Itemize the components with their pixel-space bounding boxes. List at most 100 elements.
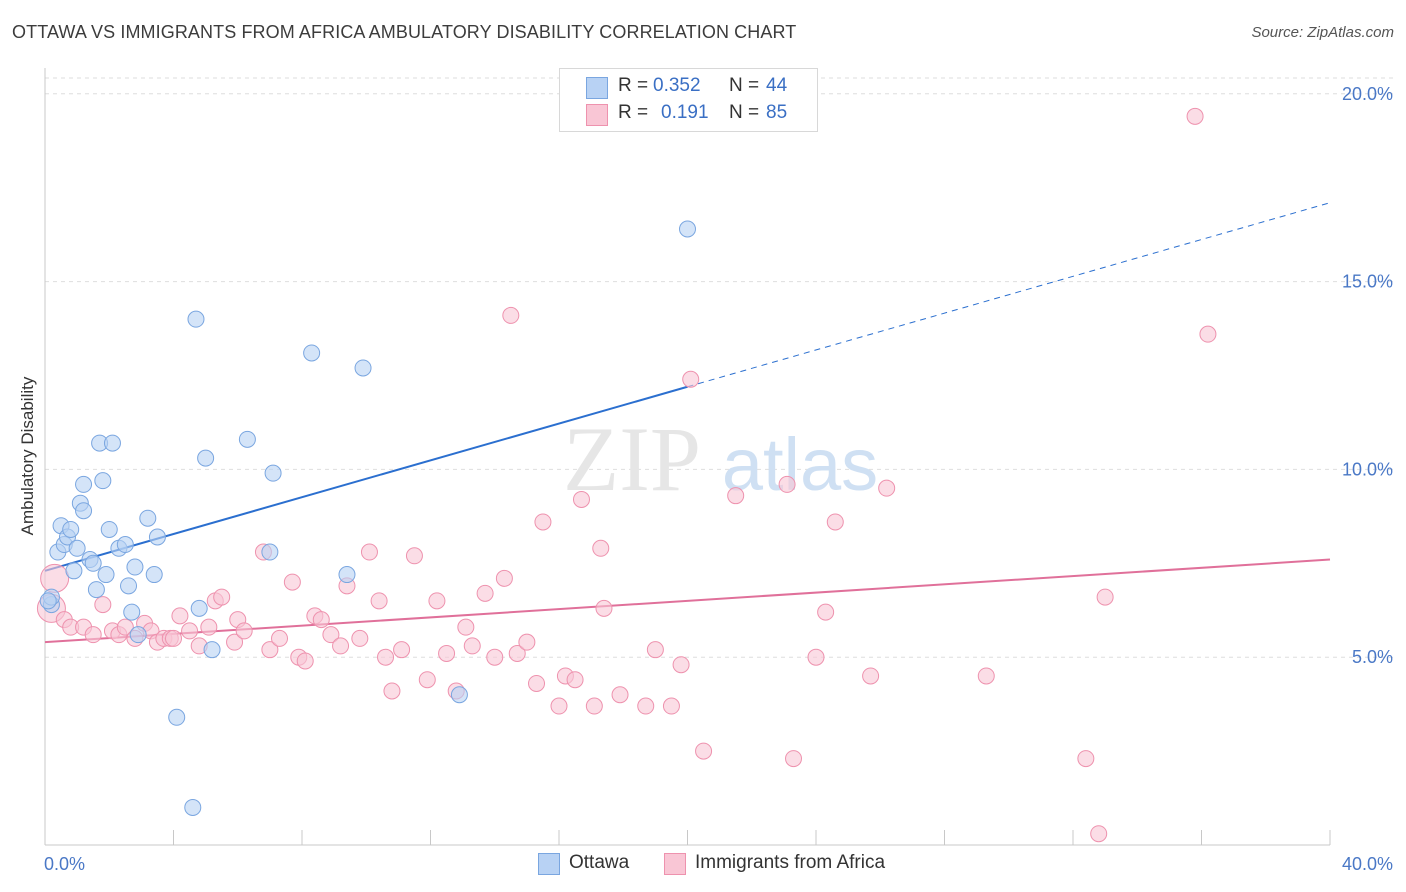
ottawa-point — [94, 472, 112, 490]
africa-point — [566, 671, 584, 689]
africa-point — [1186, 107, 1204, 125]
ottawa-point — [238, 430, 256, 448]
ottawa-point — [84, 554, 102, 572]
africa-point — [428, 592, 446, 610]
africa-point — [405, 547, 423, 565]
africa-point — [165, 629, 182, 647]
africa-point — [370, 592, 388, 610]
africa-point — [235, 622, 253, 640]
source-label: Source: ZipAtlas.com — [1251, 24, 1394, 41]
ottawa-point — [184, 798, 202, 816]
africa-point — [508, 644, 526, 662]
africa-point — [351, 629, 369, 647]
africa-swatch — [586, 104, 608, 126]
africa-point — [862, 667, 880, 685]
y-tick-label: 15.0% — [1342, 272, 1393, 292]
africa-point — [457, 618, 475, 636]
legend-n-label: N = — [729, 75, 760, 96]
legend-n-value: 44 — [766, 75, 788, 96]
legend-r-value: 0.191 — [661, 102, 709, 123]
ottawa-point — [203, 641, 221, 659]
africa-point — [502, 306, 520, 324]
africa-point — [495, 569, 513, 587]
africa-point — [171, 607, 189, 625]
ottawa-point — [129, 626, 147, 644]
ottawa-point — [450, 686, 468, 704]
africa-point — [826, 513, 844, 531]
data-points — [36, 107, 1217, 843]
y-tick-label: 20.0% — [1342, 84, 1393, 104]
ottawa-point — [103, 434, 121, 452]
ottawa-point — [68, 539, 86, 557]
africa-point — [662, 697, 680, 715]
ottawa-point — [75, 475, 93, 493]
africa-point — [637, 697, 655, 715]
ottawa-point — [264, 464, 282, 482]
africa-swatch — [664, 853, 686, 875]
africa-point — [646, 641, 664, 659]
africa-point — [611, 686, 629, 704]
africa-point — [181, 622, 199, 640]
ottawa-point — [65, 562, 83, 580]
africa-point — [817, 603, 835, 621]
africa-point — [727, 487, 745, 505]
ottawa-point — [197, 449, 215, 467]
africa-point — [1077, 750, 1095, 768]
africa-point — [296, 652, 314, 670]
legend-r-label: R = — [618, 75, 649, 96]
africa-point — [595, 599, 613, 617]
africa-point — [438, 644, 456, 662]
legend-r-label: R = — [618, 102, 649, 123]
x-tick-label: 40.0% — [1342, 854, 1393, 874]
ottawa-point — [87, 581, 105, 599]
africa-point — [1090, 825, 1108, 843]
y-tick-label: 5.0% — [1352, 647, 1393, 667]
africa-point — [572, 490, 590, 508]
africa-point — [271, 629, 289, 647]
africa-point — [534, 513, 552, 531]
ottawa-point — [145, 566, 163, 584]
africa-point — [383, 682, 401, 700]
africa-point — [226, 633, 244, 651]
ottawa-swatch — [538, 853, 560, 875]
legend-label-africa: Immigrants from Africa — [695, 852, 886, 873]
africa-point — [360, 543, 378, 561]
africa-point — [592, 539, 610, 557]
legend-n-value: 85 — [766, 102, 788, 123]
legend-n-label: N = — [729, 102, 760, 123]
ottawa-trend-extension — [687, 202, 1331, 388]
africa-point — [393, 641, 411, 659]
africa-point — [84, 626, 102, 644]
africa-point — [322, 626, 340, 644]
africa-point — [116, 618, 134, 636]
ottawa-point — [679, 220, 696, 238]
africa-point — [476, 584, 494, 602]
tick-labels: 5.0% 10.0% 15.0% 20.0% 0.0% 40.0% — [44, 84, 1393, 874]
ottawa-point — [354, 359, 372, 377]
africa-point — [332, 637, 350, 655]
gridlines — [45, 77, 1395, 658]
ottawa-point — [187, 310, 205, 328]
africa-point — [518, 633, 536, 651]
africa-point — [213, 588, 231, 606]
africa-point — [778, 475, 796, 493]
ottawa-point — [120, 577, 138, 595]
y-tick-label: 10.0% — [1342, 459, 1393, 479]
africa-point — [672, 656, 690, 674]
africa-point — [682, 370, 700, 388]
correlation-legend: R = 0.352 N = 44 R = 0.191 N = 85 — [559, 68, 818, 132]
x-tick-label: 0.0% — [44, 854, 85, 874]
ottawa-point — [126, 558, 144, 576]
africa-point — [1096, 588, 1114, 606]
africa-point — [312, 611, 330, 629]
legend-r-value: 0.352 — [653, 75, 701, 96]
ottawa-point — [338, 566, 356, 584]
ottawa-point — [97, 566, 115, 584]
ottawa-point — [190, 599, 208, 617]
africa-point — [1199, 325, 1217, 343]
africa-point — [200, 618, 218, 636]
ottawa-point — [168, 708, 186, 726]
africa-point — [40, 563, 70, 593]
africa-point — [785, 750, 803, 768]
